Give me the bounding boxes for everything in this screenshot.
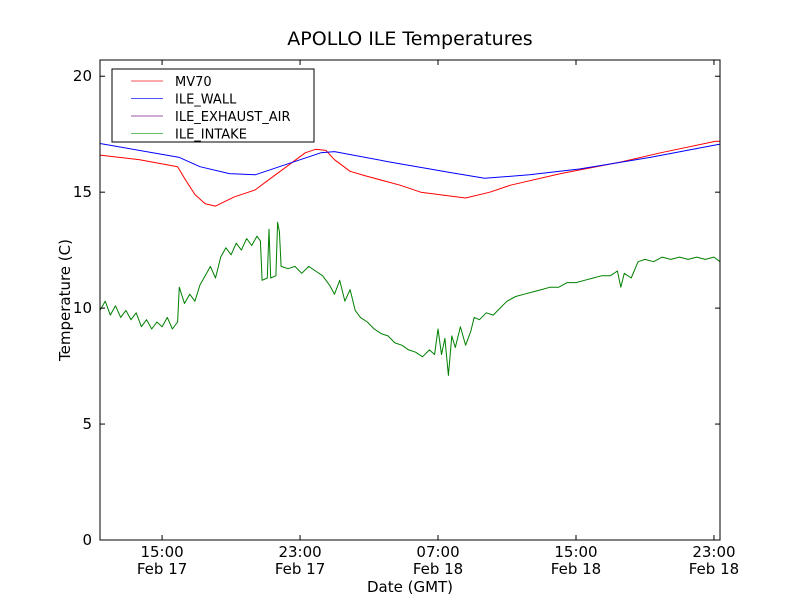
legend-label: MV70	[175, 75, 212, 90]
x-tick-label-time: 07:00	[416, 543, 459, 561]
y-tick-label: 15	[73, 183, 92, 201]
x-tick-label-date: Feb 18	[551, 560, 601, 578]
y-tick-label: 0	[82, 531, 92, 549]
legend-label: ILE_EXHAUST_AIR	[175, 110, 291, 125]
series-line-ile-wall	[99, 143, 721, 179]
x-tick-label-date: Feb 17	[275, 560, 325, 578]
x-tick-label-date: Feb 17	[137, 560, 187, 578]
chart-title: APOLLO ILE Temperatures	[287, 28, 532, 50]
y-axis-label: Temperature (C)	[56, 239, 74, 362]
x-tick-label-time: 15:00	[554, 543, 597, 561]
x-tick-label-time: 15:00	[140, 543, 183, 561]
series-line-mv70	[99, 140, 720, 207]
legend-label: ILE_INTAKE	[175, 128, 247, 143]
y-tick-label: 10	[73, 299, 92, 317]
x-axis-label: Date (GMT)	[367, 578, 453, 596]
y-tick-label: 20	[73, 67, 92, 85]
legend-label: ILE_WALL	[175, 93, 237, 108]
x-tick-label-date: Feb 18	[689, 560, 739, 578]
series-line-ile-intake	[99, 221, 721, 376]
plot-frame	[99, 59, 721, 541]
x-tick-label-date: Feb 18	[413, 560, 463, 578]
legend: MV70 ILE_WALL ILE_EXHAUST_AIR ILE_INTAKE	[111, 68, 315, 143]
y-tick-label: 5	[82, 415, 92, 433]
x-tick-label-time: 23:00	[278, 543, 321, 561]
x-tick-label-time: 23:00	[692, 543, 735, 561]
